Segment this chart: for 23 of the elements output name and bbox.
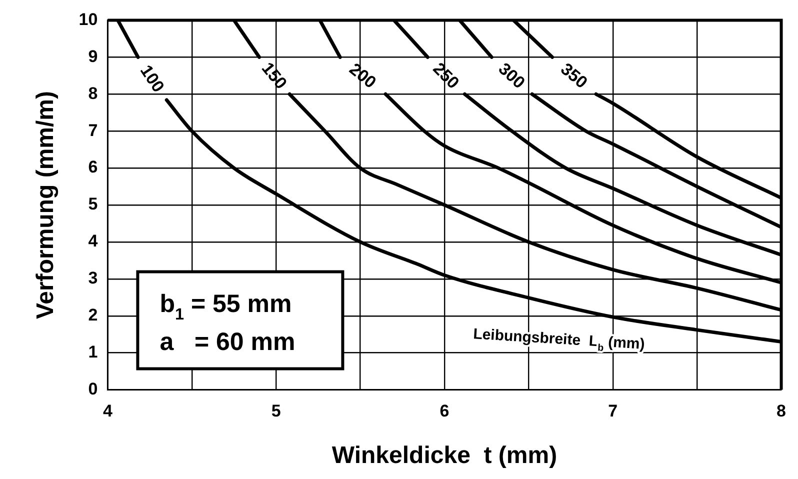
x-tick-label: 6 — [440, 402, 450, 421]
y-tick-label: 3 — [88, 268, 98, 288]
x-tick-label: 5 — [271, 402, 281, 421]
y-axis-title: Verformung (mm/m) — [32, 90, 60, 320]
y-tick-label: 1 — [88, 342, 98, 362]
y-tick-label: 8 — [88, 84, 98, 103]
annotation: Leibungsbreite Lb (mm) — [472, 326, 646, 354]
y-tick-label: 7 — [88, 120, 98, 140]
x-tick-label: 4 — [102, 402, 113, 421]
annotation: a = 60 mm — [160, 328, 296, 356]
y-tick-label: 5 — [88, 194, 98, 214]
x-tick-label: 7 — [608, 402, 618, 421]
text: 100 — [136, 62, 168, 96]
y-tick-label: 10 — [78, 10, 98, 29]
y-tick-label: 9 — [88, 46, 98, 66]
y-tick-label: 4 — [88, 232, 98, 251]
text: 300 — [494, 59, 529, 92]
y-tick-label: 6 — [88, 158, 98, 177]
y-tick-label: 0 — [88, 379, 98, 398]
text: 350 — [557, 59, 591, 92]
x-axis-title: Winkeldicke t (mm) — [332, 442, 558, 470]
y-tick-label: 2 — [88, 306, 98, 325]
x-tick-label: 8 — [776, 402, 786, 421]
